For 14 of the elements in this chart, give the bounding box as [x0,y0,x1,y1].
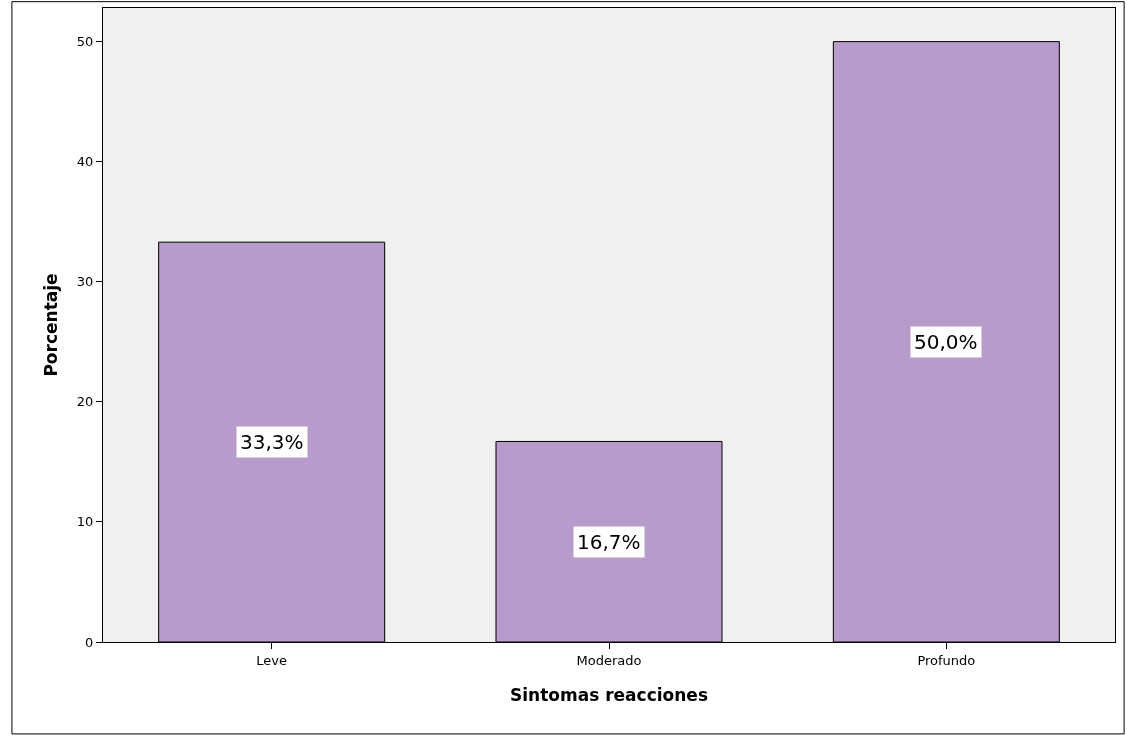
y-tick-label: 50 [76,34,94,50]
x-tick-label: Moderado [576,652,642,668]
data-label: 16,7% [577,530,641,554]
x-tick-label: Leve [256,652,288,668]
y-tick-label: 30 [76,274,94,290]
data-label: 33,3% [240,430,304,454]
y-tick-label: 20 [76,394,94,410]
y-axis-title: Porcentaje [41,273,62,377]
x-axis-title: Sintomas reacciones [510,685,708,705]
x-tick-label: Profundo [917,652,976,668]
y-tick-label: 0 [85,634,94,650]
data-label: 50,0% [914,330,978,354]
y-tick-label: 10 [76,514,94,530]
y-tick-label: 40 [76,154,94,170]
